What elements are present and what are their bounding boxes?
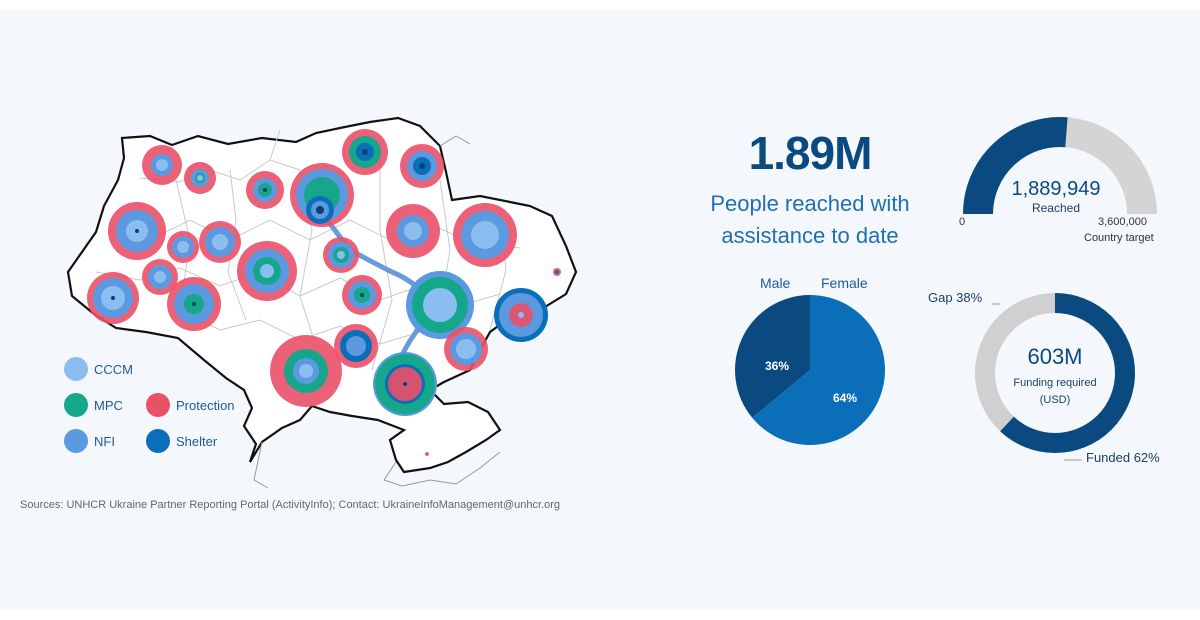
sources-note: Sources: UNHCR Ukraine Partner Reporting…: [20, 499, 561, 511]
map-bubble-ring: [197, 175, 203, 181]
map-bubble-ring: [403, 382, 407, 386]
map-bubble-ring: [154, 271, 166, 283]
map-bubble-ring: [316, 206, 324, 214]
map-bubble: [184, 162, 216, 194]
map-bubble-ring: [135, 229, 139, 233]
map-bubble-ring: [419, 163, 425, 169]
map-bubble: [306, 196, 334, 224]
caption-line-2: assistance to date: [721, 223, 899, 248]
legend-cccm-swatch: [64, 357, 88, 381]
people-reached-value: 1.89M: [748, 127, 873, 179]
donut-center-value: 603M: [1027, 344, 1082, 369]
legend-cccm-label: CCCM: [94, 362, 133, 377]
map-bubble: [373, 352, 437, 416]
legend-nfi-label: NFI: [94, 434, 115, 449]
donut-center-caption-1: Funding required: [1013, 377, 1096, 389]
pie-slice-male: [735, 295, 810, 418]
map-bubble: [453, 203, 517, 267]
map-bubble: [270, 335, 342, 407]
pie-legend-male: Male: [760, 275, 791, 291]
legend-shelter-label: Shelter: [176, 434, 218, 449]
map-bubble-ring: [555, 270, 559, 274]
gauge-min-label: 0: [959, 216, 966, 228]
pie-legend-female: Female: [821, 275, 868, 291]
map-bubble: [167, 231, 199, 263]
map-bubble-ring: [263, 188, 267, 192]
border-extension: [253, 135, 471, 489]
map-bubble-ring: [156, 159, 168, 171]
map-bubble: [142, 145, 182, 185]
gauge-value-caption: Reached: [1031, 201, 1081, 215]
donut-funded-label: Funded 62%: [1086, 450, 1160, 465]
pie-slice-female: [752, 295, 885, 445]
map-bubble-ring: [346, 336, 366, 356]
map-bubble: [342, 129, 388, 175]
legend-protection-label: Protection: [176, 398, 235, 413]
map-bubble: [87, 272, 139, 324]
funding-donut-chart: 603M Funding required (USD): [975, 293, 1135, 453]
map-bubble: [237, 241, 297, 301]
map-bubble-ring: [212, 234, 228, 250]
map-bubble-ring: [111, 296, 115, 300]
gauge-value: 1,889,949: [1011, 178, 1101, 200]
map-bubble: [199, 221, 241, 263]
donut-funded-ring: [975, 293, 1135, 453]
donut-gap-label: Gap 38%: [928, 290, 983, 305]
legend-shelter-swatch: [146, 429, 170, 453]
donut-leader-lines: [992, 303, 1082, 461]
map-bubble: [323, 237, 359, 273]
map-bubble-ring: [425, 452, 429, 456]
map-bubble: [342, 275, 382, 315]
gauge-max-caption: Country target: [1084, 232, 1154, 244]
map-bubble-ring: [456, 339, 476, 359]
legend-mpc-label: MPC: [94, 398, 123, 413]
people-reached-caption: People reached with assistance to date: [690, 188, 930, 252]
map-bubble-ring: [360, 293, 364, 297]
map-bubble: [167, 277, 221, 331]
dashboard-panel: CCCM MPC NFI Protection Shelter Sources:…: [0, 10, 1200, 610]
donut-center-caption-2: (USD): [1040, 394, 1071, 406]
map-bubble-ring: [423, 288, 457, 322]
map-bubble-ring: [260, 264, 274, 278]
map-bubble: [425, 452, 429, 456]
map-bubble: [494, 288, 548, 342]
map-bubble-ring: [337, 251, 345, 259]
map-bubble: [142, 259, 178, 295]
reached-gauge-chart: [963, 117, 1157, 215]
map-bubble-ring: [471, 221, 499, 249]
pie-label-female: 64%: [833, 391, 857, 405]
gauge-reached-arc: [963, 117, 1068, 215]
map-bubble: [444, 327, 488, 371]
country-outline: [66, 116, 578, 474]
crimea-outline: [383, 451, 501, 487]
legend-protection-swatch: [146, 393, 170, 417]
map-bubble-ring: [192, 302, 196, 306]
map-bubble: [400, 144, 444, 188]
map-bubble: [246, 171, 284, 209]
map-bubble: [406, 271, 474, 339]
map-bubble-ring: [518, 312, 524, 318]
caption-line-1: People reached with: [710, 191, 910, 216]
map-bubble-ring: [404, 222, 422, 240]
map-bubble-ring: [299, 364, 313, 378]
gender-pie-chart: 36% 64%: [735, 295, 885, 445]
pie-label-male: 36%: [765, 359, 789, 373]
map-bubble: [386, 204, 440, 258]
map-bubble: [334, 324, 378, 368]
map-bubble-ring: [362, 149, 368, 155]
activity-bubbles: [87, 129, 561, 456]
map-bubble: [553, 268, 561, 276]
gauge-max-label: 3,600,000: [1098, 216, 1147, 228]
legend-mpc-swatch: [64, 393, 88, 417]
ukraine-map: [66, 116, 578, 489]
map-bubble-ring: [177, 241, 189, 253]
legend-nfi-swatch: [64, 429, 88, 453]
map-bubble: [108, 202, 166, 260]
